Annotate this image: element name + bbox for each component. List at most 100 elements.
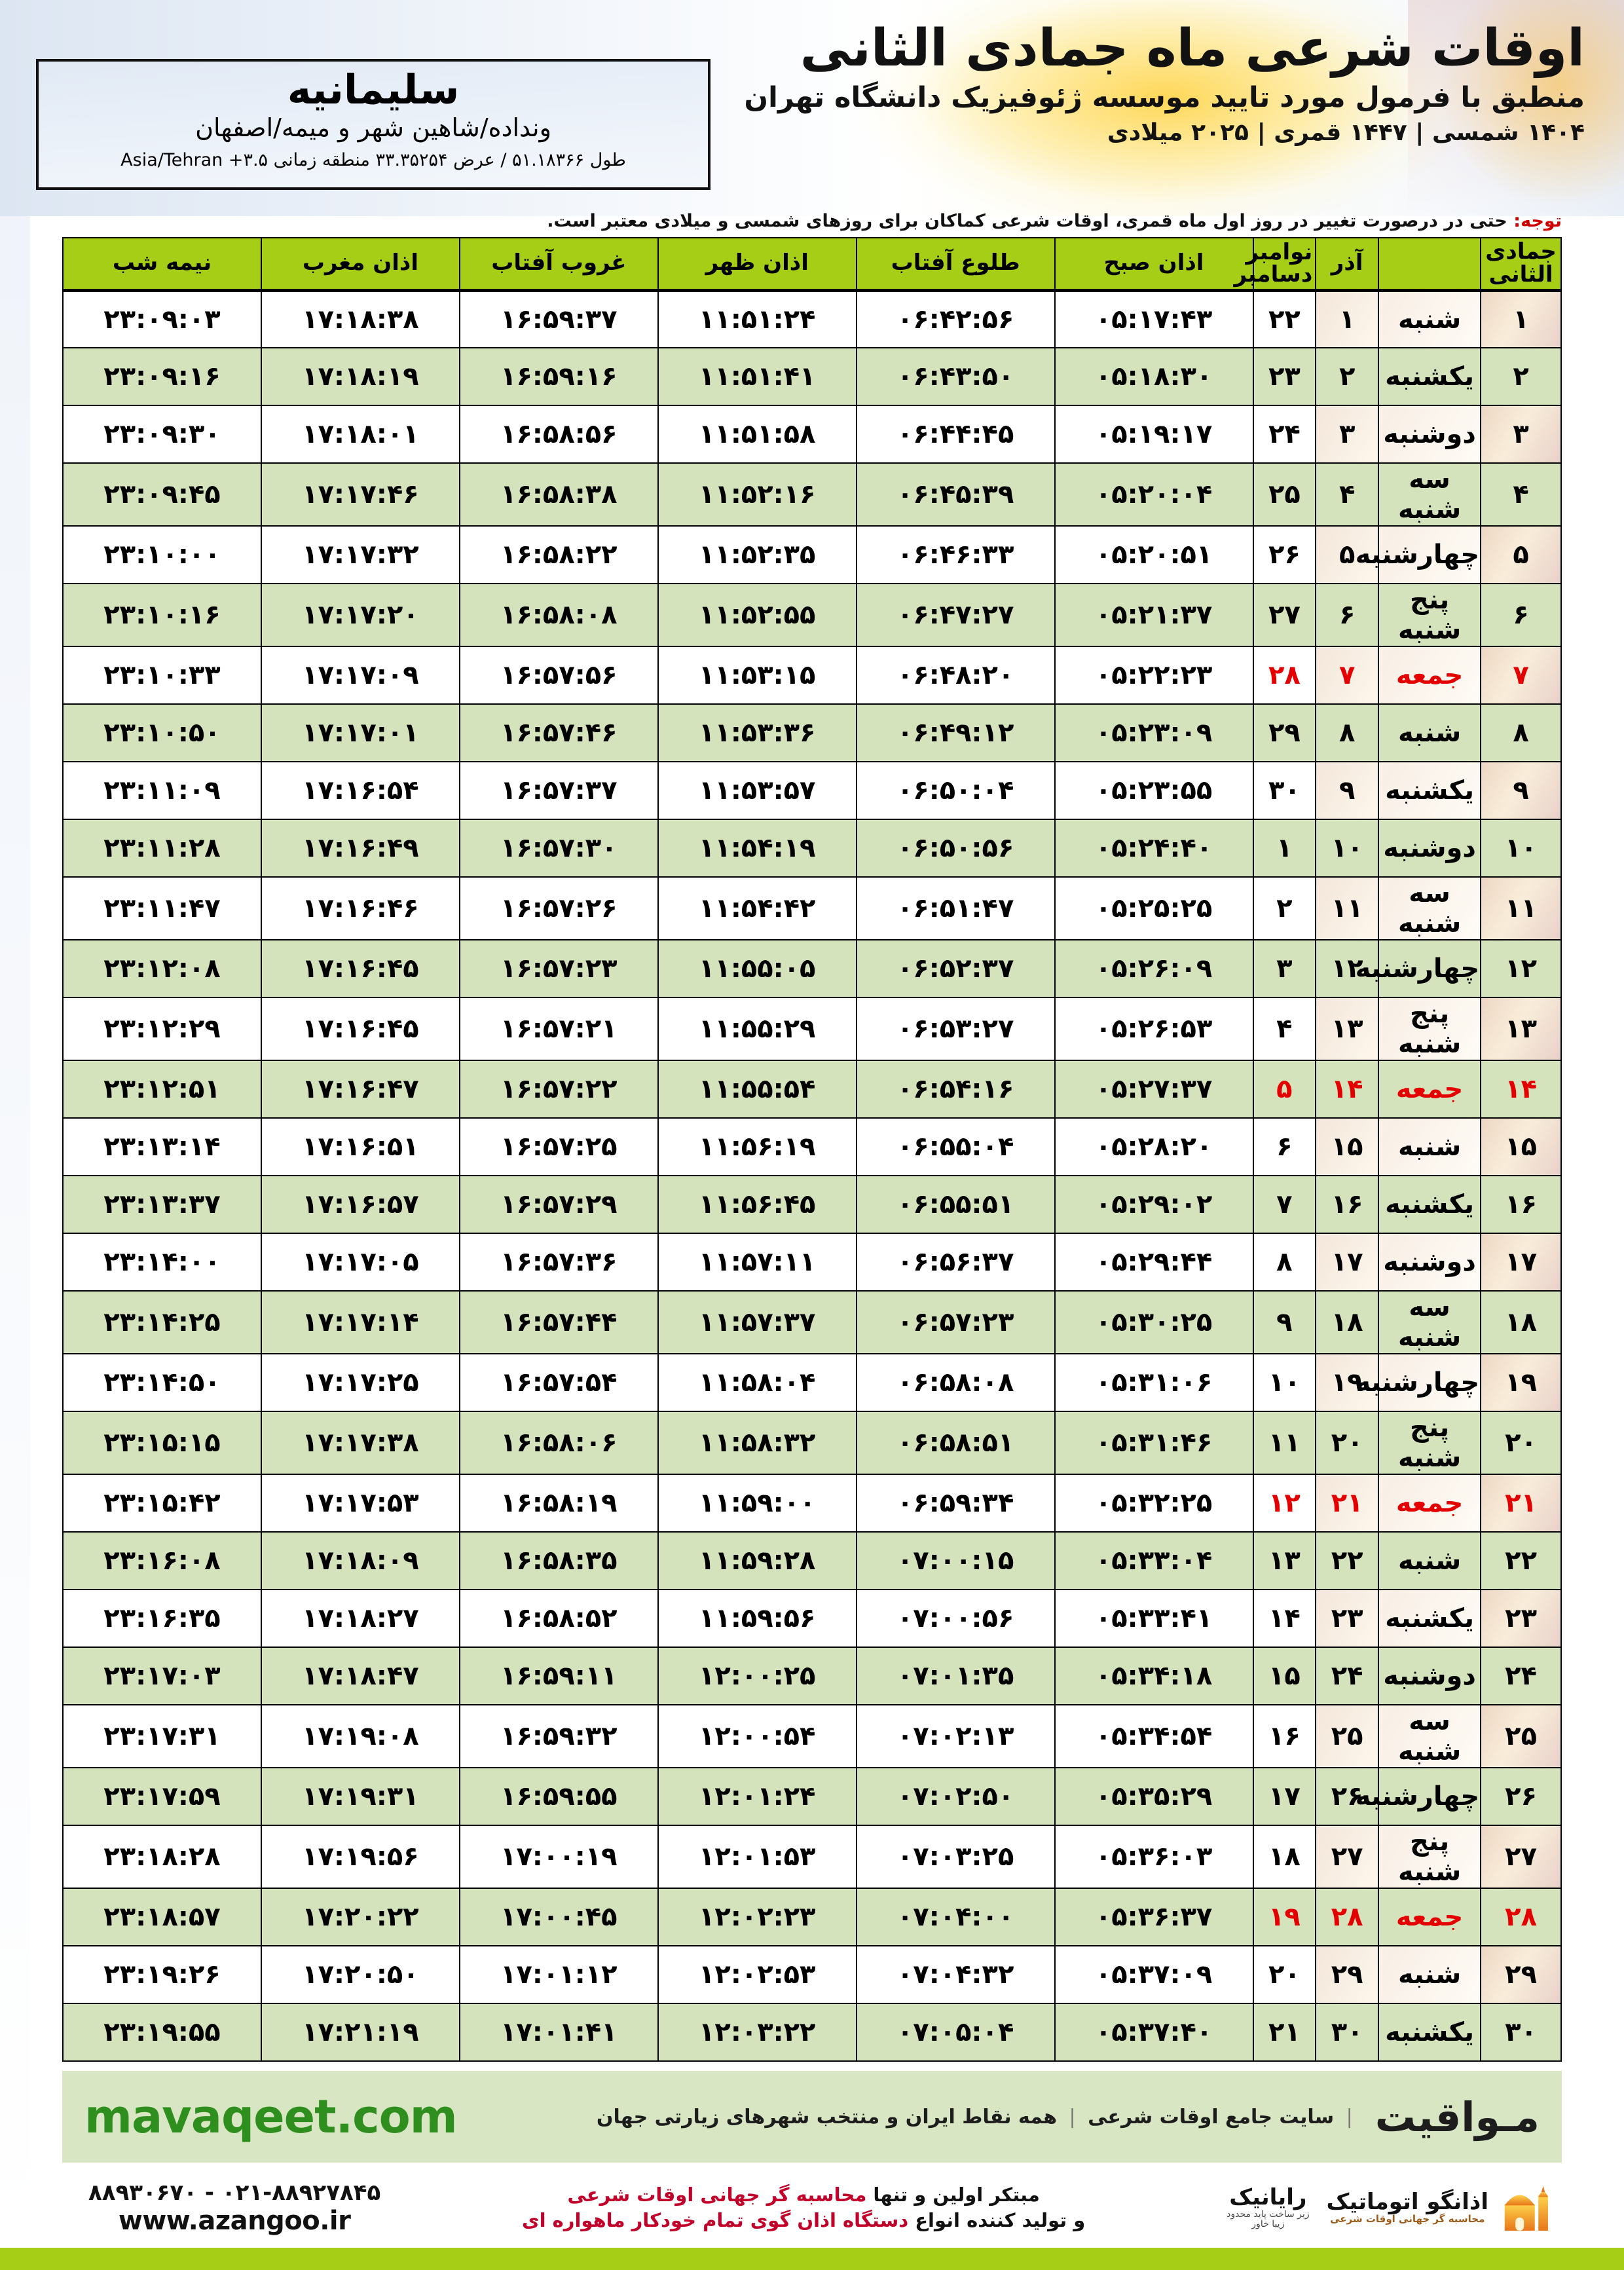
cell-azar: ۲۱ bbox=[1315, 1474, 1380, 1533]
cell-gregorian: ۲۳ bbox=[1252, 347, 1317, 406]
table-row: ۸ شنبه ۸ ۲۹ ۰۵:۲۳:۰۹ ۰۶:۴۹:۱۲ ۱۱:۵۳:۳۶ ۱۶:۵۷:۴۶… bbox=[62, 703, 1562, 762]
site-url-link[interactable]: mavaqeet.com bbox=[84, 2090, 458, 2144]
cell-midnight: ۲۳:۱۳:۳۷ bbox=[62, 1175, 262, 1234]
brand-name-text: مـواقیت bbox=[1375, 2093, 1540, 2141]
cell-fajr: ۰۵:۳۱:۰۶ bbox=[1054, 1353, 1254, 1412]
cell-midnight: ۲۳:۱۴:۲۵ bbox=[62, 1290, 262, 1354]
cell-dhuhr: ۱۱:۵۳:۳۶ bbox=[657, 703, 857, 762]
cell-hijri-day: ۲۴ bbox=[1480, 1647, 1562, 1705]
cell-weekday: جمعه bbox=[1378, 646, 1482, 705]
page-subtitle: منطبق با فرمول مورد تایید موسسه ژئوفیزیک… bbox=[744, 81, 1585, 114]
cell-weekday: یکشنبه bbox=[1378, 347, 1482, 406]
cell-gregorian: ۱۲ bbox=[1252, 1474, 1317, 1533]
cell-maghrib: ۱۷:۱۷:۱۴ bbox=[260, 1290, 460, 1354]
cell-dhuhr: ۱۱:۵۲:۵۵ bbox=[657, 583, 857, 647]
cell-midnight: ۲۳:۱۹:۲۶ bbox=[62, 1945, 262, 2004]
cell-gregorian: ۵ bbox=[1252, 1060, 1317, 1119]
azangoo-logo[interactable]: اذانگو اتوماتیک محاسبه گر جهانی اوقات شر… bbox=[1327, 2178, 1555, 2238]
cell-sunset: ۱۶:۵۸:۳۸ bbox=[458, 462, 659, 527]
cell-sunrise: ۰۶:۵۹:۳۴ bbox=[855, 1474, 1056, 1533]
cell-sunset: ۱۶:۵۸:۳۵ bbox=[458, 1531, 659, 1590]
cell-fajr: ۰۵:۲۸:۲۰ bbox=[1054, 1117, 1254, 1176]
cell-maghrib: ۱۷:۱۶:۴۷ bbox=[260, 1060, 460, 1119]
cell-hijri-day: ۵ bbox=[1480, 525, 1562, 584]
cell-maghrib: ۱۷:۲۰:۵۰ bbox=[260, 1945, 460, 2004]
cell-weekday: شنبه bbox=[1378, 289, 1482, 348]
cell-midnight: ۲۳:۱۱:۰۹ bbox=[62, 761, 262, 820]
cell-maghrib: ۱۷:۱۷:۴۶ bbox=[260, 462, 460, 527]
cell-sunrise: ۰۶:۵۲:۳۷ bbox=[855, 939, 1056, 998]
cell-gregorian: ۴ bbox=[1252, 997, 1317, 1061]
cell-midnight: ۲۳:۱۲:۰۸ bbox=[62, 939, 262, 998]
cell-weekday: چهارشنبه bbox=[1356, 1353, 1482, 1412]
cell-sunset: ۱۶:۵۸:۱۹ bbox=[458, 1474, 659, 1533]
cell-hijri-day: ۱۰ bbox=[1480, 819, 1562, 878]
rayanic-logo[interactable]: رایانیک زیر ساخت پاید محدود زیبا خاور bbox=[1227, 2186, 1309, 2229]
cell-dhuhr: ۱۱:۵۱:۲۴ bbox=[657, 289, 857, 348]
cell-hijri-day: ۲۵ bbox=[1480, 1704, 1562, 1768]
cell-weekday: سه شنبه bbox=[1378, 462, 1482, 527]
website-url[interactable]: www.azangoo.ir bbox=[118, 2206, 351, 2236]
cell-midnight: ۲۳:۱۰:۵۰ bbox=[62, 703, 262, 762]
table-row: ۱۱ سه شنبه ۱۱ ۲ ۰۵:۲۵:۲۵ ۰۶:۵۱:۴۷ ۱۱:۵۴:۴۲ ۱۶:۵… bbox=[62, 876, 1562, 940]
cell-maghrib: ۱۷:۱۷:۵۳ bbox=[260, 1474, 460, 1533]
cell-midnight: ۲۳:۱۱:۴۷ bbox=[62, 876, 262, 940]
cell-midnight: ۲۳:۱۶:۳۵ bbox=[62, 1589, 262, 1648]
cell-sunset: ۱۶:۵۸:۵۲ bbox=[458, 1589, 659, 1648]
cell-azar: ۲۸ bbox=[1315, 1888, 1380, 1946]
cell-fajr: ۰۵:۳۴:۱۸ bbox=[1054, 1647, 1254, 1705]
cell-dhuhr: ۱۱:۵۴:۱۹ bbox=[657, 819, 857, 878]
table-row: ۲۵ سه شنبه ۲۵ ۱۶ ۰۵:۳۴:۵۴ ۰۷:۰۲:۱۳ ۱۲:۰۰:۵۴ ۱۶:… bbox=[62, 1704, 1562, 1768]
cell-midnight: ۲۳:۱۳:۱۴ bbox=[62, 1117, 262, 1176]
cell-azar: ۵ bbox=[1315, 525, 1380, 584]
table-row: ۳۰ یکشنبه ۳۰ ۲۱ ۰۵:۳۷:۴۰ ۰۷:۰۵:۰۴ ۱۲:۰۳:۲۲ ۱۷:۰… bbox=[62, 2003, 1562, 2062]
cell-fajr: ۰۵:۲۷:۳۷ bbox=[1054, 1060, 1254, 1119]
brand-scope: همه نقاط ایران و منتخب شهرهای زیارتی جها… bbox=[596, 2105, 1058, 2129]
cell-sunrise: ۰۷:۰۲:۵۰ bbox=[855, 1767, 1056, 1826]
cell-weekday: شنبه bbox=[1378, 1945, 1482, 2004]
cell-weekday: جمعه bbox=[1378, 1474, 1482, 1533]
cell-azar: ۶ bbox=[1315, 583, 1380, 647]
cell-maghrib: ۱۷:۱۸:۰۱ bbox=[260, 405, 460, 464]
cell-hijri-day: ۳۰ bbox=[1480, 2003, 1562, 2062]
cell-sunset: ۱۶:۵۸:۰۸ bbox=[458, 583, 659, 647]
cell-sunset: ۱۶:۵۷:۲۳ bbox=[458, 939, 659, 998]
cell-sunset: ۱۶:۵۹:۱۶ bbox=[458, 347, 659, 406]
cell-dhuhr: ۱۱:۵۵:۰۵ bbox=[657, 939, 857, 998]
cell-dhuhr: ۱۲:۰۰:۲۵ bbox=[657, 1647, 857, 1705]
table-row: ۲۹ شنبه ۲۹ ۲۰ ۰۵:۳۷:۰۹ ۰۷:۰۴:۳۲ ۱۲:۰۲:۵۳ ۱۷:۰۱:… bbox=[62, 1945, 1562, 2004]
cell-weekday: شنبه bbox=[1378, 703, 1482, 762]
table-row: ۲۲ شنبه ۲۲ ۱۳ ۰۵:۳۳:۰۴ ۰۷:۰۰:۱۵ ۱۱:۵۹:۲۸ ۱۶:۵۸:… bbox=[62, 1531, 1562, 1590]
table-row: ۲۳ یکشنبه ۲۳ ۱۴ ۰۵:۳۳:۴۱ ۰۷:۰۰:۵۶ ۱۱:۵۹:۵۶ ۱۶:۵… bbox=[62, 1589, 1562, 1648]
cell-sunset: ۱۶:۵۸:۰۶ bbox=[458, 1411, 659, 1475]
cell-sunset: ۱۶:۵۹:۳۲ bbox=[458, 1704, 659, 1768]
cell-azar: ۲۵ bbox=[1315, 1704, 1380, 1768]
cell-azar: ۲۳ bbox=[1315, 1589, 1380, 1648]
cell-gregorian: ۱۴ bbox=[1252, 1589, 1317, 1648]
cell-maghrib: ۱۷:۱۷:۳۸ bbox=[260, 1411, 460, 1475]
cell-sunrise: ۰۶:۵۸:۵۱ bbox=[855, 1411, 1056, 1475]
cell-hijri-day: ۳ bbox=[1480, 405, 1562, 464]
cell-hijri-day: ۱۶ bbox=[1480, 1175, 1562, 1234]
table-row: ۶ پنج شنبه ۶ ۲۷ ۰۵:۲۱:۳۷ ۰۶:۴۷:۲۷ ۱۱:۵۲:۵۵ ۱۶:۵… bbox=[62, 583, 1562, 647]
cell-weekday: پنج شنبه bbox=[1378, 1411, 1482, 1475]
table-row: ۱۶ یکشنبه ۱۶ ۷ ۰۵:۲۹:۰۲ ۰۶:۵۵:۵۱ ۱۱:۵۶:۴۵ ۱۶:۵۷… bbox=[62, 1175, 1562, 1234]
cell-gregorian: ۲۹ bbox=[1252, 703, 1317, 762]
cell-fajr: ۰۵:۳۳:۰۴ bbox=[1054, 1531, 1254, 1590]
cell-sunset: ۱۶:۵۷:۲۹ bbox=[458, 1175, 659, 1234]
cell-weekday: چهارشنبه bbox=[1356, 939, 1482, 998]
cell-midnight: ۲۳:۱۰:۱۶ bbox=[62, 583, 262, 647]
cell-gregorian: ۸ bbox=[1252, 1233, 1317, 1292]
phone-number: ۰۲۱-۸۸۹۲۷۸۴۵ - ۸۸۹۳۰۶۷۰ bbox=[88, 2180, 381, 2206]
cell-sunset: ۱۶:۵۷:۵۴ bbox=[458, 1353, 659, 1412]
cell-maghrib: ۱۷:۱۷:۲۰ bbox=[260, 583, 460, 647]
cell-hijri-day: ۲۰ bbox=[1480, 1411, 1562, 1475]
table-header-row: جمادی الثانی آذر نوامبر دسامبر اذان صبح … bbox=[62, 237, 1562, 292]
cell-maghrib: ۱۷:۱۸:۳۸ bbox=[260, 289, 460, 348]
cell-fajr: ۰۵:۲۰:۰۴ bbox=[1054, 462, 1254, 527]
cell-hijri-day: ۲۱ bbox=[1480, 1474, 1562, 1533]
cell-gregorian: ۶ bbox=[1252, 1117, 1317, 1176]
cell-hijri-day: ۲۳ bbox=[1480, 1589, 1562, 1648]
cell-azar: ۱۴ bbox=[1315, 1060, 1380, 1119]
cell-azar: ۸ bbox=[1315, 703, 1380, 762]
